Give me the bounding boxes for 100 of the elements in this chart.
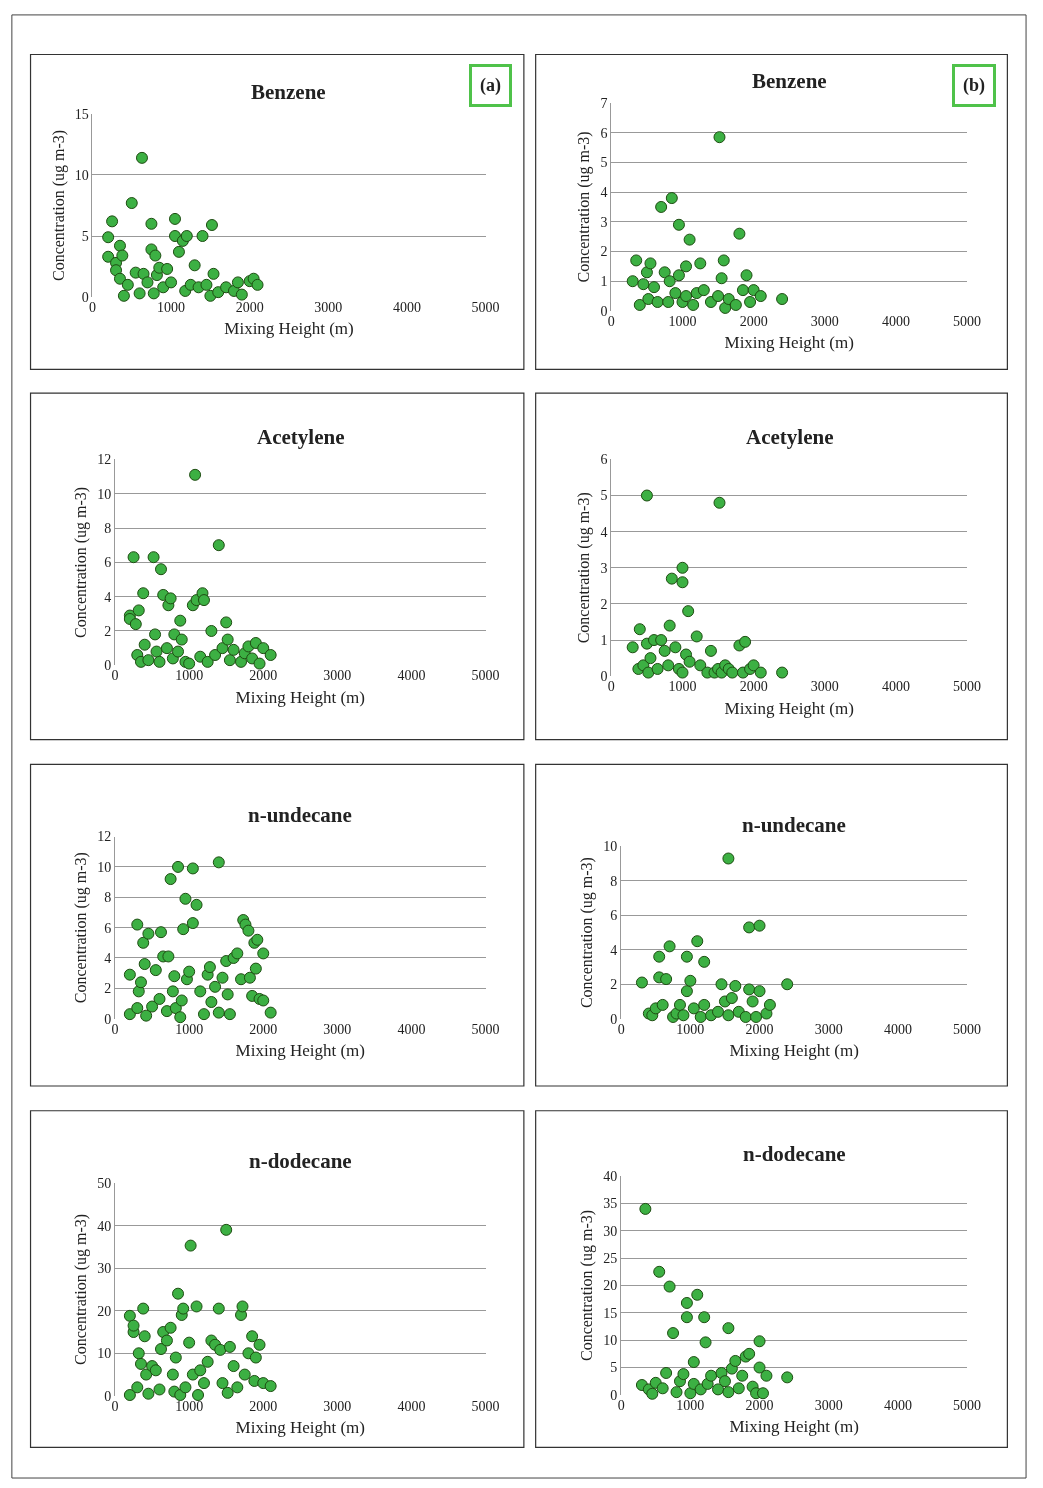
y-tick-label: 0 — [81, 289, 89, 305]
y-tick-label: 12 — [97, 829, 112, 845]
y-tick-label: 10 — [603, 839, 618, 855]
y-axis-title: Concentration (ug m-3) — [578, 1209, 597, 1362]
y-tick-label: 25 — [603, 1251, 618, 1267]
y-tick-label: 50 — [97, 1175, 112, 1191]
x-axis-title: Mixing Height (m) — [729, 1041, 859, 1061]
y-tick-label: 8 — [610, 873, 618, 889]
y-tick-label: 6 — [104, 555, 112, 571]
y-tick-label: 0 — [104, 658, 112, 674]
chart-title: n-undecane — [248, 803, 352, 827]
y-tick-label: 15 — [74, 106, 89, 122]
y-tick-label: 6 — [610, 908, 618, 924]
y-tick-label: 5 — [610, 1360, 618, 1376]
y-tick-label: 15 — [603, 1305, 618, 1321]
x-tick-label: 2000 — [249, 1021, 278, 1037]
y-tick-label: 10 — [97, 486, 112, 502]
x-tick-label: 3000 — [323, 1398, 352, 1414]
y-tick-label: 2 — [600, 596, 608, 612]
x-tick-label: 3000 — [814, 1397, 843, 1413]
y-tick-label: 20 — [97, 1303, 112, 1319]
x-tick-label: 5000 — [953, 679, 982, 695]
y-tick-label: 3 — [600, 560, 608, 576]
y-tick-label: 10 — [603, 1333, 618, 1349]
chart-title: n-undecane — [742, 813, 846, 837]
x-tick-label: 1000 — [668, 313, 697, 329]
x-tick-label: 4000 — [883, 1021, 912, 1037]
x-tick-label: 2000 — [745, 1021, 774, 1037]
x-tick-label: 4000 — [881, 313, 910, 329]
x-tick-label: 5000 — [953, 313, 982, 329]
chart-title: Acetylene — [746, 425, 834, 449]
x-tick-label: 2000 — [739, 679, 768, 695]
x-axis-title: Mixing Height (m) — [235, 1418, 365, 1438]
y-tick-label: 2 — [104, 623, 112, 639]
x-tick-label: 2000 — [249, 668, 278, 684]
y-tick-label: 6 — [600, 452, 608, 468]
y-tick-label: 4 — [610, 942, 618, 958]
x-tick-label: 1000 — [676, 1397, 705, 1413]
y-tick-label: 10 — [97, 1346, 112, 1362]
x-tick-label: 3000 — [814, 1021, 843, 1037]
y-tick-label: 3 — [600, 214, 608, 230]
x-axis-title: Mixing Height (m) — [724, 333, 854, 353]
y-tick-label: 4 — [104, 950, 112, 966]
y-tick-label: 0 — [610, 1387, 618, 1403]
chart-title: n-dodecane — [249, 1149, 352, 1173]
y-tick-label: 1 — [600, 274, 608, 290]
y-tick-label: 5 — [600, 488, 608, 504]
y-tick-label: 0 — [104, 1011, 112, 1027]
x-axis-title: Mixing Height (m) — [235, 687, 365, 707]
text: (b) — [963, 75, 985, 96]
y-axis-title: Concentration (ug m-3) — [575, 492, 594, 644]
y-tick-label: 7 — [600, 95, 608, 111]
y-tick-label: 8 — [104, 520, 112, 536]
y-tick-label: 30 — [603, 1223, 618, 1239]
y-axis-title: Concentration (ug m-3) — [72, 852, 91, 1004]
y-tick-label: 40 — [603, 1168, 618, 1184]
chart-title: Acetylene — [257, 425, 345, 449]
x-tick-label: 4000 — [397, 668, 426, 684]
x-tick-label: 2000 — [739, 313, 768, 329]
x-tick-label: 5000 — [953, 1021, 982, 1037]
y-tick-label: 2 — [610, 977, 618, 993]
x-tick-label: 3000 — [810, 679, 839, 695]
x-tick-label: 3000 — [314, 300, 343, 316]
x-tick-label: 5000 — [471, 1398, 500, 1414]
x-tick-label: 4000 — [392, 300, 421, 316]
y-axis-title: Concentration (ug m-3) — [72, 1213, 91, 1365]
x-tick-label: 4000 — [883, 1397, 912, 1413]
x-axis-title: Mixing Height (m) — [724, 698, 854, 718]
x-tick-label: 5000 — [471, 668, 500, 684]
y-tick-label: 0 — [610, 1011, 618, 1027]
x-tick-label: 3000 — [810, 313, 839, 329]
y-tick-label: 2 — [104, 981, 112, 997]
y-tick-label: 35 — [603, 1196, 618, 1212]
y-tick-label: 30 — [97, 1261, 112, 1277]
y-axis-title: Concentration (ug m-3) — [578, 857, 597, 1009]
x-axis-title: Mixing Height (m) — [235, 1041, 365, 1061]
x-axis-title: Mixing Height (m) — [224, 319, 354, 339]
x-tick-label: 4000 — [881, 679, 910, 695]
y-tick-label: 20 — [603, 1278, 618, 1294]
x-tick-label: 1000 — [668, 679, 697, 695]
x-tick-label: 3000 — [323, 1021, 352, 1037]
chart-title: n-dodecane — [743, 1142, 846, 1166]
x-tick-label: 2000 — [235, 300, 264, 316]
x-tick-label: 4000 — [397, 1021, 426, 1037]
y-tick-label: 6 — [600, 125, 608, 141]
x-axis-title: Mixing Height (m) — [729, 1417, 859, 1437]
x-tick-label: 5000 — [471, 300, 500, 316]
y-tick-label: 4 — [600, 185, 608, 201]
x-tick-label: 4000 — [397, 1398, 426, 1414]
y-axis-title: Concentration (ug m-3) — [72, 486, 91, 638]
x-tick-label: 1000 — [175, 1398, 204, 1414]
y-tick-label: 10 — [97, 859, 112, 875]
y-tick-label: 4 — [600, 524, 608, 540]
y-tick-label: 5 — [81, 228, 89, 244]
y-axis-title: Concentration (ug m-3) — [49, 129, 68, 282]
y-tick-label: 1 — [600, 632, 608, 648]
y-tick-label: 2 — [600, 244, 608, 260]
text: (a) — [480, 75, 501, 96]
x-tick-label: 1000 — [676, 1021, 705, 1037]
y-tick-label: 5 — [600, 155, 608, 171]
